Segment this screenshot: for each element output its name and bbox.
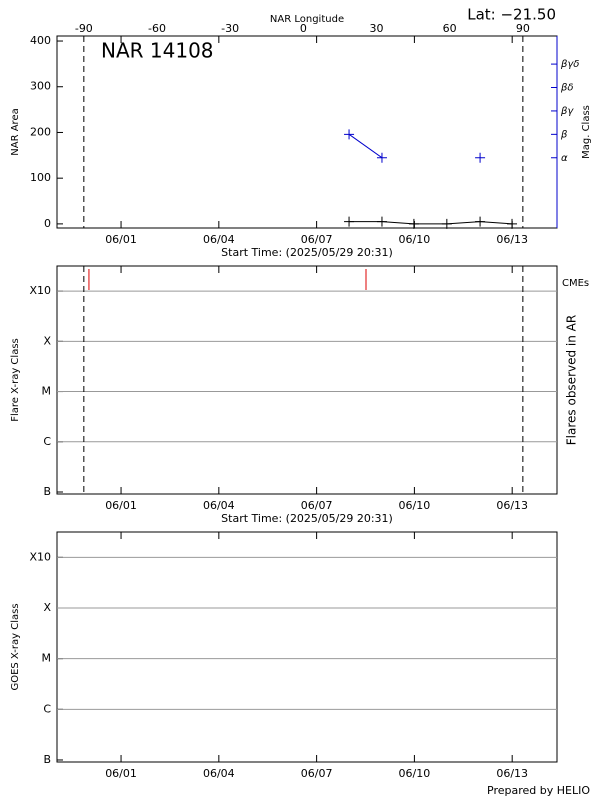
latitude-label: Lat: −21.50 — [467, 6, 556, 24]
y-axis-label: GOES X-ray Class — [10, 603, 21, 690]
x2-axis-label: NAR Longitude — [270, 14, 344, 25]
y-axis-label: Flare X-ray Class — [10, 338, 21, 422]
point-marker — [475, 216, 486, 227]
x-tick-label: 06/13 — [496, 233, 528, 246]
x-tick-label: 06/04 — [203, 499, 235, 512]
x2-tick-label: 90 — [516, 22, 530, 35]
x-tick-label: 06/13 — [496, 499, 528, 512]
y2-axis-label: Mag. Class — [581, 105, 592, 159]
y-tick-label: X — [43, 334, 51, 347]
x2-tick-label: 30 — [370, 22, 384, 35]
y-tick-label: X10 — [29, 550, 51, 563]
y2-tick-label: βγδ — [560, 59, 579, 70]
y-tick-label: B — [43, 753, 51, 766]
x2-tick-label: 60 — [443, 22, 457, 35]
point-marker — [344, 216, 355, 227]
y-tick-label: M — [42, 652, 52, 665]
y-tick-label: 200 — [30, 125, 51, 138]
x-tick-label: 06/07 — [301, 499, 333, 512]
point-marker — [408, 218, 419, 229]
x-tick-label: 06/13 — [496, 767, 528, 780]
y2-tick-label: βγ — [560, 106, 574, 117]
y-tick-label: C — [43, 435, 51, 448]
y-tick-label: X — [43, 601, 51, 614]
plot-frame — [56, 265, 558, 495]
point-marker — [376, 216, 387, 227]
x-tick-label: 06/10 — [399, 767, 431, 780]
x2-tick-label: -90 — [75, 22, 93, 35]
x-axis-label: Start Time: (2025/05/29 20:31) — [221, 246, 393, 259]
x-tick-label: 06/07 — [301, 767, 333, 780]
y2-tick-label: α — [561, 153, 568, 164]
point-marker — [507, 218, 518, 229]
x-tick-label: 06/10 — [399, 499, 431, 512]
point-marker — [376, 152, 387, 163]
y-tick-label: B — [43, 485, 51, 498]
plot-frame — [56, 35, 558, 229]
plot-frame — [56, 531, 558, 763]
y-axis-label: NAR Area — [10, 108, 21, 155]
x-tick-label: 06/04 — [203, 767, 235, 780]
series-line — [349, 221, 513, 225]
y-tick-label: 100 — [30, 171, 51, 184]
y-tick-label: M — [42, 385, 52, 398]
point-marker — [441, 218, 452, 229]
x-tick-label: 06/01 — [105, 233, 137, 246]
x-tick-label: 06/07 — [301, 233, 333, 246]
y-tick-label: 0 — [44, 217, 51, 230]
point-marker — [475, 152, 486, 163]
y-tick-label: C — [43, 702, 51, 715]
x2-tick-label: -30 — [221, 22, 239, 35]
y-tick-label: 300 — [30, 80, 51, 93]
chart-title: NAR 14108 — [101, 39, 214, 63]
x2-tick-label: -60 — [148, 22, 166, 35]
point-marker — [344, 129, 355, 140]
series-line — [349, 134, 480, 157]
y-tick-label: X10 — [29, 284, 51, 297]
x-tick-label: 06/04 — [203, 233, 235, 246]
x-tick-label: 06/01 — [105, 767, 137, 780]
legend-label: CMEs — [562, 278, 589, 289]
footer: Prepared by HELIO — [487, 784, 590, 797]
y2-tick-label: β — [560, 129, 568, 140]
x-tick-label: 06/10 — [399, 233, 431, 246]
x2-tick-label: 0 — [300, 22, 307, 35]
y-tick-label: 400 — [30, 34, 51, 47]
x-tick-label: 06/01 — [105, 499, 137, 512]
y2-axis-label: Flares observed in AR — [565, 315, 579, 445]
x-axis-label: Start Time: (2025/05/29 20:31) — [221, 512, 393, 525]
y2-tick-label: βδ — [560, 83, 574, 94]
